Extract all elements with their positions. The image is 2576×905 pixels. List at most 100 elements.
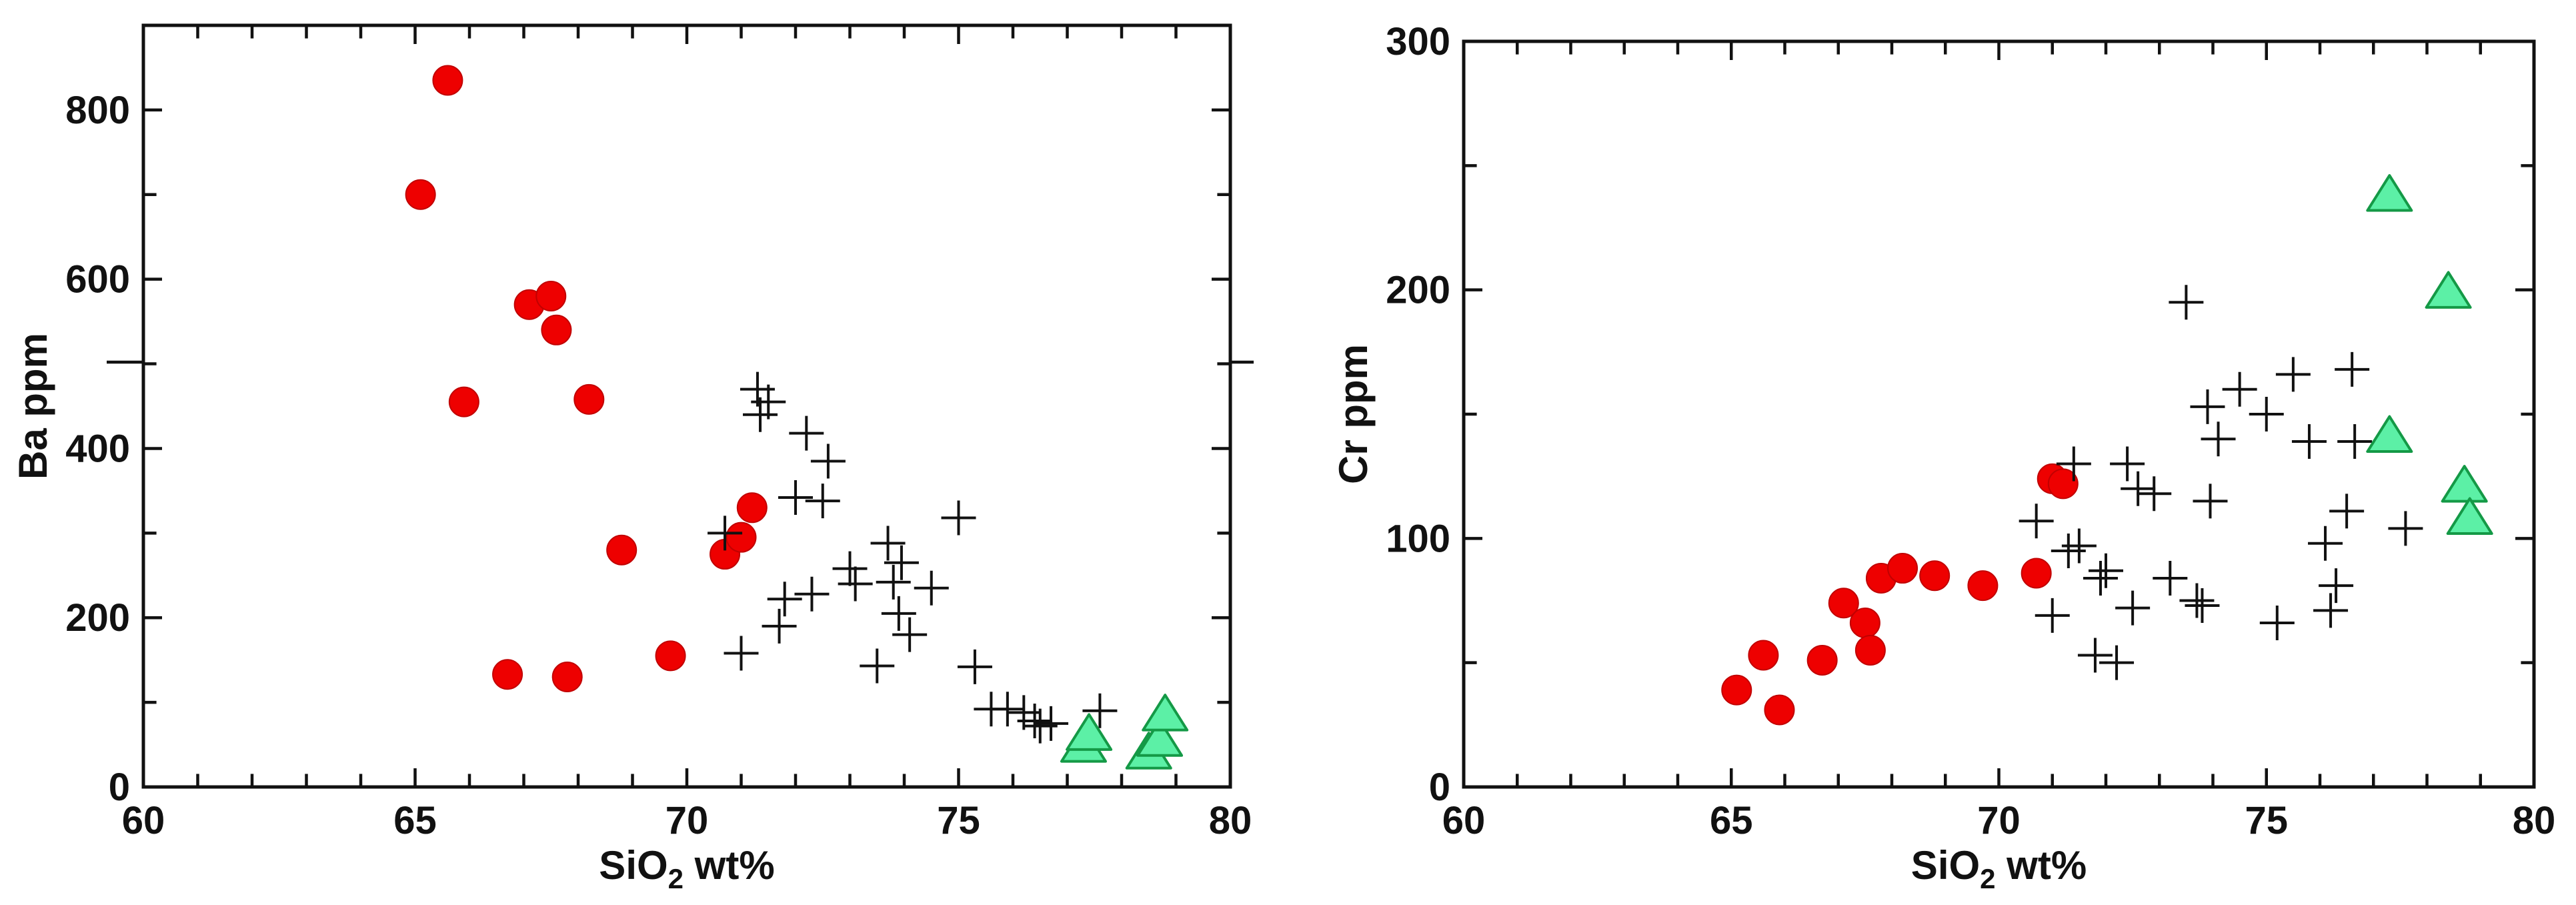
circle-point — [535, 281, 567, 312]
triangle-point — [2366, 174, 2413, 212]
y-tick-label: 0 — [109, 766, 130, 809]
y-axis-title: Cr ppm — [1331, 344, 1376, 484]
plus-point — [2275, 357, 2311, 392]
plus-point — [2051, 533, 2086, 568]
plus-point — [2056, 446, 2091, 482]
y-tick-label: 0 — [1429, 766, 1450, 809]
plus-point — [914, 570, 949, 606]
plus-point — [957, 649, 992, 684]
plus-point — [1017, 704, 1052, 739]
triangle-point — [2366, 415, 2413, 454]
chart-ba-vs-sio2: 60 65 70 75 80 0 200 400 600 800 SiO2 wt% Ba ppm — [11, 23, 1254, 894]
circle-point — [1967, 570, 1999, 602]
y-tick-labels: 0 200 400 600 800 — [65, 89, 130, 809]
plus-point — [2061, 528, 2097, 564]
plus-point — [794, 576, 830, 612]
plus-point — [1082, 693, 1118, 728]
plus-point — [751, 384, 786, 419]
plus-point — [810, 443, 846, 479]
plus-point — [2201, 421, 2236, 457]
plus-point — [838, 566, 873, 602]
plus-point — [881, 596, 916, 631]
plot-frame — [141, 23, 1232, 789]
x-tick-label: 80 — [1209, 799, 1252, 842]
chart-cr-vs-sio2: 60 65 70 75 80 0 100 200 300 SiO2 wt% Cr ppm — [1331, 20, 2555, 894]
plus-point — [941, 500, 976, 536]
y-tick-labels: 0 100 200 300 — [1386, 20, 1450, 809]
circle-point — [1849, 608, 1880, 639]
plus-point — [2077, 638, 2113, 673]
triangle-point — [2425, 271, 2472, 309]
plus-point — [2089, 553, 2123, 588]
plus-point — [2083, 560, 2118, 596]
y-tick-label: 200 — [1386, 269, 1450, 312]
plus-point — [2099, 645, 2135, 680]
plus-point — [2190, 389, 2225, 424]
circle-point — [2021, 558, 2052, 589]
circle-point — [1919, 560, 1951, 592]
plus-point — [2153, 560, 2188, 596]
plot-frame — [1462, 39, 2536, 789]
triangle-point — [2441, 465, 2488, 503]
plus-point — [2337, 423, 2373, 459]
plus-point — [2121, 471, 2156, 506]
plus-point — [2193, 484, 2228, 519]
plus-point — [884, 545, 919, 580]
plus-point — [876, 564, 911, 600]
plus-point — [2313, 593, 2349, 628]
triangle-point — [1136, 719, 1184, 757]
plus-point — [860, 648, 895, 684]
circle-point — [1828, 588, 1859, 619]
x-tick-label: 70 — [1977, 799, 2021, 842]
plus-point — [2259, 606, 2295, 641]
circle-point — [736, 492, 768, 524]
circle-point — [655, 640, 686, 672]
plus-point — [2388, 511, 2423, 546]
x-tick-label: 80 — [2513, 799, 2556, 842]
x-tick-label: 75 — [2245, 799, 2288, 842]
circle-point — [1854, 635, 1886, 666]
x-tick-label: 70 — [666, 799, 709, 842]
plus-point — [990, 692, 1025, 727]
plus-point — [767, 582, 802, 617]
plus-point — [2137, 476, 2172, 512]
circle-point — [1748, 640, 1779, 671]
plus-point — [805, 484, 840, 519]
data-points — [405, 65, 1189, 770]
circle-point — [1721, 674, 1752, 706]
plus-point — [2169, 285, 2204, 320]
circle-point — [405, 179, 436, 210]
circle-point — [432, 65, 463, 96]
circle-point — [573, 383, 605, 415]
plus-point — [832, 551, 868, 586]
plus-point — [2115, 590, 2151, 626]
plus-point — [2179, 583, 2215, 618]
plus-point — [2308, 526, 2343, 561]
plus-point — [2249, 397, 2284, 431]
circle-point — [726, 522, 757, 553]
triangle-point — [1142, 694, 1189, 732]
plus-point — [892, 617, 928, 652]
plus-point — [2185, 588, 2220, 623]
x-tick-label: 65 — [393, 799, 437, 842]
plus-point — [2019, 504, 2054, 539]
x-tick-labels: 60 65 70 75 80 — [122, 799, 1252, 842]
plus-point — [2329, 494, 2365, 529]
circle-point — [492, 659, 523, 690]
plus-point — [2335, 351, 2370, 387]
y-tick-label: 600 — [65, 258, 130, 301]
plus-point — [1034, 706, 1069, 741]
tick-marks — [1462, 39, 2536, 789]
triangle-point — [1066, 713, 1113, 751]
triangle-point — [2446, 497, 2493, 536]
x-tick-label: 60 — [122, 799, 165, 842]
y-tick-label: 100 — [1386, 517, 1450, 560]
tick-marks — [107, 23, 1254, 789]
x-tick-label: 65 — [1710, 799, 1753, 842]
circle-point — [1806, 644, 1838, 676]
y-tick-label: 200 — [65, 596, 130, 640]
plus-point — [2035, 598, 2070, 633]
plus-point — [724, 636, 759, 671]
circle-point — [606, 534, 637, 566]
